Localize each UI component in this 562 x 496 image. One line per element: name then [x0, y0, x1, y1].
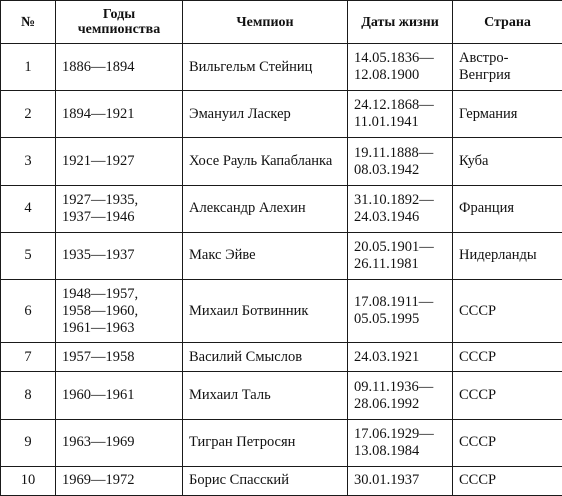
row-country: СССР	[452, 418, 562, 467]
row-life-dates: 19.11.1888— 08.03.1942	[347, 137, 453, 186]
row-country: Нидерланды	[452, 231, 562, 281]
row-num: 5	[0, 231, 56, 281]
row-years: 1969—1972	[55, 465, 183, 496]
row-life-dates: 20.05.1901— 26.11.1981	[347, 231, 453, 281]
table-row: 3 1921—1927 Хосе Рауль Капабланка 19.11.…	[0, 137, 562, 186]
header-champion: Чемпион	[182, 0, 348, 44]
table-row: 5 1935—1937 Макс Эйве 20.05.1901— 26.11.…	[0, 231, 562, 281]
header-life-dates: Даты жизни	[347, 0, 453, 44]
row-country: СССР	[452, 465, 562, 496]
row-life-dates: 14.05.1836— 12.08.1900	[347, 42, 453, 92]
row-champion: Михаил Ботвинник	[182, 279, 348, 344]
row-life-dates: 31.10.1892— 24.03.1946	[347, 184, 453, 233]
table-row: 8 1960—1961 Михаил Таль 09.11.1936— 28.0…	[0, 371, 562, 420]
row-country: СССР	[452, 279, 562, 344]
row-life-dates: 17.08.1911— 05.05.1995	[347, 279, 453, 344]
row-champion: Василий Смыслов	[182, 342, 348, 373]
row-country: Германия	[452, 90, 562, 139]
row-champion: Хосе Рауль Капабланка	[182, 137, 348, 186]
row-life-dates: 09.11.1936— 28.06.1992	[347, 371, 453, 420]
row-num: 2	[0, 90, 56, 139]
row-years: 1894—1921	[55, 90, 183, 139]
row-num: 1	[0, 42, 56, 92]
table-row: 4 1927—1935, 1937—1946 Александр Алехин …	[0, 184, 562, 233]
row-num: 9	[0, 418, 56, 467]
row-years: 1927—1935, 1937—1946	[55, 184, 183, 233]
row-years: 1963—1969	[55, 418, 183, 467]
row-years: 1948—1957, 1958—1960, 1961—1963	[55, 279, 183, 344]
row-champion: Эмануил Ласкер	[182, 90, 348, 139]
row-years: 1960—1961	[55, 371, 183, 420]
row-years: 1935—1937	[55, 231, 183, 281]
header-country: Страна	[452, 0, 562, 44]
row-years: 1886—1894	[55, 42, 183, 92]
header-years: Годы чемпионства	[55, 0, 183, 44]
row-champion: Тигран Петросян	[182, 418, 348, 467]
row-country: Куба	[452, 137, 562, 186]
row-country: Австро- Венгрия	[452, 42, 562, 92]
row-life-dates: 17.06.1929— 13.08.1984	[347, 418, 453, 467]
row-num: 7	[0, 342, 56, 373]
table-row: 2 1894—1921 Эмануил Ласкер 24.12.1868— 1…	[0, 90, 562, 139]
row-num: 8	[0, 371, 56, 420]
row-years: 1957—1958	[55, 342, 183, 373]
row-country: СССР	[452, 342, 562, 373]
table-row: 10 1969—1972 Борис Спасский 30.01.1937 С…	[0, 465, 562, 496]
row-life-dates: 24.03.1921	[347, 342, 453, 373]
header-num: №	[0, 0, 56, 44]
row-life-dates: 24.12.1868— 11.01.1941	[347, 90, 453, 139]
row-champion: Вильгельм Стейниц	[182, 42, 348, 92]
row-country: СССР	[452, 371, 562, 420]
row-champion: Макс Эйве	[182, 231, 348, 281]
row-country: Франция	[452, 184, 562, 233]
table-row: 6 1948—1957, 1958—1960, 1961—1963 Михаил…	[0, 279, 562, 344]
header-row: № Годы чемпионства Чемпион Даты жизни Ст…	[0, 0, 562, 44]
row-num: 6	[0, 279, 56, 344]
row-num: 3	[0, 137, 56, 186]
row-champion: Александр Алехин	[182, 184, 348, 233]
row-life-dates: 30.01.1937	[347, 465, 453, 496]
row-years: 1921—1927	[55, 137, 183, 186]
row-champion: Михаил Таль	[182, 371, 348, 420]
row-champion: Борис Спасский	[182, 465, 348, 496]
table-row: 1 1886—1894 Вильгельм Стейниц 14.05.1836…	[0, 42, 562, 92]
table-row: 9 1963—1969 Тигран Петросян 17.06.1929— …	[0, 418, 562, 467]
table-row: 7 1957—1958 Василий Смыслов 24.03.1921 С…	[0, 342, 562, 373]
row-num: 4	[0, 184, 56, 233]
row-num: 10	[0, 465, 56, 496]
